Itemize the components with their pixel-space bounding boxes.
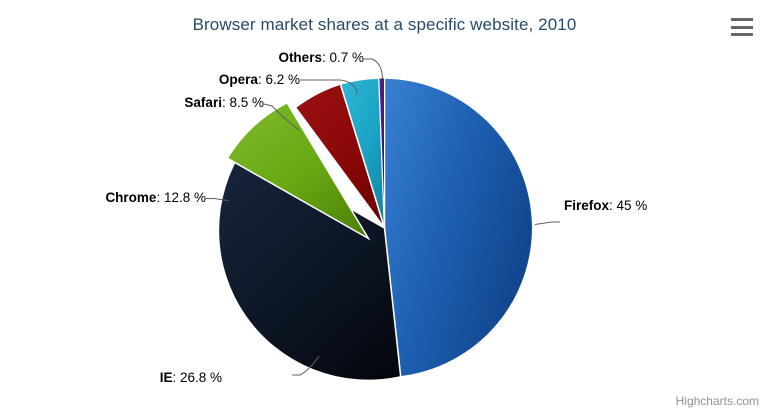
data-label-firefox-value-sep: : bbox=[609, 198, 617, 213]
data-label-opera-name: Opera bbox=[218, 72, 258, 87]
connector-safari bbox=[263, 103, 300, 131]
data-label-firefox-name: Firefox bbox=[564, 198, 610, 213]
chart-title: Browser market shares at a specific webs… bbox=[192, 15, 577, 34]
data-label-opera-value: 6.2 % bbox=[265, 72, 300, 87]
menu-bar-2 bbox=[731, 25, 753, 29]
connector-ie bbox=[292, 355, 320, 376]
data-label-ie-name: IE bbox=[159, 370, 173, 385]
data-label-others-value-sep: : bbox=[321, 50, 330, 65]
pie-slice-ie[interactable] bbox=[217, 146, 402, 382]
data-label-chrome: Chrome: 12.8 % bbox=[105, 191, 206, 205]
data-label-chrome-name: Chrome bbox=[105, 190, 157, 205]
pie-slice-others[interactable] bbox=[378, 77, 385, 229]
connector-others bbox=[364, 58, 383, 79]
hamburger-menu-icon[interactable] bbox=[731, 17, 755, 37]
data-label-safari: Safari: 8.5 % bbox=[184, 96, 264, 110]
data-label-safari-name: Safari bbox=[184, 95, 222, 110]
data-label-opera: Opera: 6.2 % bbox=[219, 73, 300, 87]
data-label-chrome-value-sep: : bbox=[156, 190, 164, 205]
data-label-others-name: Others bbox=[278, 50, 322, 65]
data-label-others-value: 0.7 % bbox=[329, 50, 364, 65]
highcharts-credits[interactable]: Highcharts.com bbox=[675, 394, 759, 408]
menu-bar-1 bbox=[731, 18, 753, 21]
data-label-ie-value: 26.8 % bbox=[179, 370, 222, 385]
data-label-chrome-value: 12.8 % bbox=[163, 190, 206, 205]
data-label-safari-value: 8.5 % bbox=[229, 95, 264, 110]
menu-bar-3 bbox=[731, 33, 753, 36]
pie-connectors bbox=[206, 58, 560, 376]
connector-chrome bbox=[206, 198, 229, 201]
connector-opera bbox=[300, 79, 358, 95]
data-label-ie: IE: 26.8 % bbox=[160, 371, 222, 385]
data-label-ie-value-sep: : bbox=[172, 370, 180, 385]
pie-slices bbox=[217, 77, 534, 382]
data-label-opera-value-sep: : bbox=[257, 72, 266, 87]
data-label-firefox: Firefox: 45 % bbox=[564, 199, 647, 213]
data-label-firefox-value: 45 % bbox=[616, 198, 648, 213]
data-label-safari-value-sep: : bbox=[221, 95, 230, 110]
data-label-others: Others: 0.7 % bbox=[278, 51, 364, 65]
connector-firefox bbox=[534, 221, 560, 225]
pie-slice-firefox[interactable] bbox=[383, 77, 534, 378]
pie-slice-chrome[interactable] bbox=[226, 101, 371, 241]
